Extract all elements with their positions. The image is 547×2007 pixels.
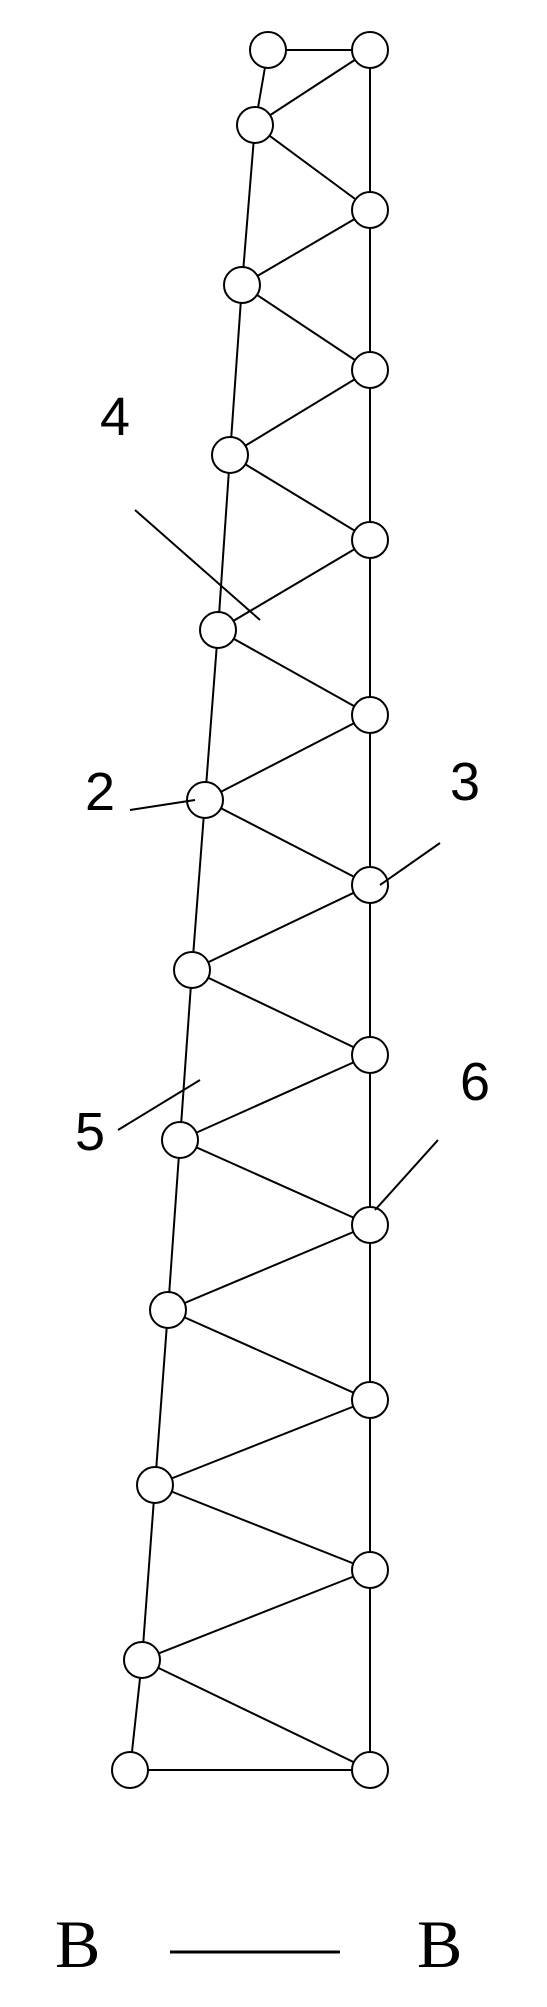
annotation-4: 4 xyxy=(100,387,130,447)
annotation-6: 6 xyxy=(460,1052,490,1112)
section-label-right: B xyxy=(417,1905,462,1984)
annotation-5: 5 xyxy=(75,1102,105,1162)
annotation-2: 2 xyxy=(85,762,115,822)
annotation-3: 3 xyxy=(450,752,480,812)
truss-diagram: 4 2 3 5 6 xyxy=(0,0,547,2007)
section-label-left: B xyxy=(55,1905,100,1984)
